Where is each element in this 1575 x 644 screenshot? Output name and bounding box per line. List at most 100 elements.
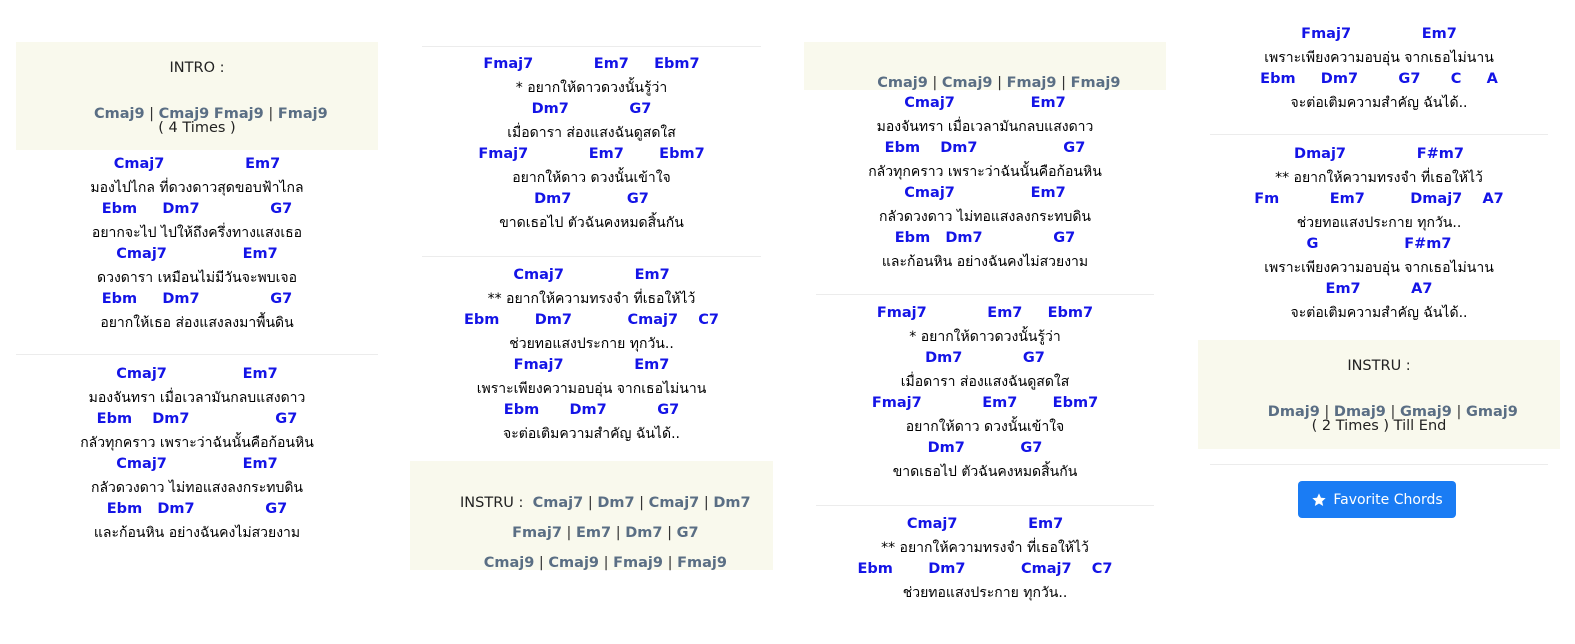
lyric-line: อยากให้ดาว ดวงนั้นเข้าใจ <box>512 170 671 186</box>
chord[interactable]: Fmaj9 <box>613 555 663 571</box>
lyric-line: ช่วยทอแสงประกาย ทุกวัน.. <box>509 336 674 352</box>
verse-1: Cmaj7 Em7 มองไปไกล ที่ดวงดาวสุดขอบฟ้าไกล… <box>16 150 378 340</box>
chord-line[interactable]: Cmaj7 Em7 <box>116 456 278 472</box>
chorus-2-end: Fmaj7 Em7 เพราะเพียงความอบอุ่น จากเธอไม่… <box>1198 20 1560 120</box>
instru-row-2: Fmaj7 | Em7 | Dm7 | G7 <box>512 525 699 541</box>
chord-line[interactable]: Ebm Dm7 G7 <box>106 501 288 517</box>
chord-line[interactable]: Fmaj7 Em7 Ebm7 <box>871 395 1099 411</box>
chord[interactable]: Fmaj9 <box>213 106 264 122</box>
section-divider <box>816 294 1154 295</box>
pre-chorus-1: Fmaj7 Em7 Ebm7 * อยากให้ดาวดวงนั้นรู้ว่า… <box>410 50 773 240</box>
chord[interactable]: Dm7 <box>625 525 663 541</box>
chord[interactable]: Fmaj9 <box>1006 75 1057 91</box>
chord-line[interactable]: Cmaj7 Em7 <box>904 95 1066 111</box>
chord-line[interactable]: Fmaj7 Em7 <box>1301 26 1457 42</box>
chord[interactable]: Cmaj9 <box>877 75 928 91</box>
chord-line[interactable]: Cmaj7 Em7 <box>513 267 670 283</box>
chord-line[interactable]: Fmaj7 Em7 <box>513 357 670 373</box>
chord-line[interactable]: Cmaj7 Em7 <box>904 185 1066 201</box>
chord[interactable]: Em7 <box>576 525 612 541</box>
lyric-line: จะต่อเติมความสำคัญ ฉันได้.. <box>1290 305 1468 321</box>
lyric-line: กลัวดวงดาว ไม่ทอแสงลงกระทบดิน <box>879 209 1091 225</box>
section-divider <box>16 354 378 355</box>
chord[interactable]: Gmaj9 <box>1400 404 1452 420</box>
chord-line[interactable]: Dm7 G7 <box>925 350 1045 366</box>
chord[interactable]: Cmaj9 <box>548 555 600 571</box>
lyric-line: กลัวทุกคราว เพราะว่าฉันนั้นคือก้อนหิน <box>868 164 1102 180</box>
instru-progression: Dmaj9 | Dmaj9 | Gmaj9 | Gmaj9 <box>1267 404 1518 420</box>
chord-line[interactable]: Em7 A7 <box>1325 281 1433 297</box>
verse-2: Cmaj7 Em7 มองจันทรา เมื่อเวลามันกลบแสงดา… <box>16 360 378 550</box>
chord-line[interactable]: Ebm Dm7 G7 <box>101 201 293 217</box>
chord-line[interactable]: Ebm Dm7 G7 <box>96 411 298 427</box>
chord-line[interactable]: Fmaj7 Em7 Ebm7 <box>483 56 700 72</box>
chord-line[interactable]: G F#m7 <box>1306 236 1452 252</box>
chord-line[interactable]: Dmaj7 F#m7 <box>1294 146 1464 162</box>
column-2: Fmaj7 Em7 Ebm7 * อยากให้ดาวดวงนั้นรู้ว่า… <box>410 0 773 644</box>
chord-line[interactable]: Ebm Dm7 G7 C A <box>1260 71 1498 87</box>
instru-label: INSTRU : <box>1347 358 1411 374</box>
pre-chorus-2: Fmaj7 Em7 Ebm7 * อยากให้ดาวดวงนั้นรู้ว่า… <box>804 299 1166 489</box>
chord-line[interactable]: Dm7 G7 <box>531 101 652 117</box>
chord[interactable]: Cmaj9 <box>483 555 535 571</box>
chord-line[interactable]: Ebm Dm7 Cmaj7 C7 <box>857 561 1113 577</box>
chord-line[interactable]: Cmaj7 Em7 <box>116 366 278 382</box>
chord[interactable]: Dm7 <box>713 495 751 511</box>
lyric-line: ช่วยทอแสงประกาย ทุกวัน.. <box>1296 215 1462 231</box>
column-1: INTRO : Cmaj9 | Cmaj9 Fmaj9 | Fmaj9 ( 4 … <box>16 0 378 644</box>
lyric-line: ขาดเธอไป ตัวฉันคงหมดสิ้นกัน <box>499 215 684 231</box>
chord-line[interactable]: Ebm Dm7 G7 <box>101 291 293 307</box>
chord-line[interactable]: Fm Em7 Dmaj7 A7 <box>1254 191 1504 207</box>
chord[interactable]: Fmaj9 <box>677 555 727 571</box>
section-divider <box>1210 464 1548 465</box>
lyric-line: มองไปไกล ที่ดวงดาวสุดขอบฟ้าไกล <box>90 180 304 196</box>
verse-2-repeat: Cmaj7 Em7 มองจันทรา เมื่อเวลามันกลบแสงดา… <box>804 89 1166 279</box>
chord-line[interactable]: Ebm Dm7 G7 <box>503 402 680 418</box>
chord[interactable]: Dm7 <box>597 495 635 511</box>
lyric-line: เมื่อดารา ส่องแสงฉันดูสดใส <box>507 125 676 141</box>
chord[interactable]: Gmaj9 <box>1465 404 1518 420</box>
section-divider <box>422 46 761 47</box>
chord-line[interactable]: Cmaj7 Em7 <box>116 246 278 262</box>
lyric-line: เมื่อดารา ส่องแสงฉันดูสดใส <box>900 374 1070 390</box>
intro-box: INTRO : Cmaj9 | Cmaj9 Fmaj9 | Fmaj9 ( 4 … <box>16 42 378 150</box>
chord-line[interactable]: Ebm Dm7 G7 <box>894 230 1076 246</box>
chord-line[interactable]: Fmaj7 Em7 Ebm7 <box>876 305 1094 321</box>
lyric-line: เพราะเพียงความอบอุ่น จากเธอไม่นาน <box>476 381 707 397</box>
intro-progression: Cmaj9 | Cmaj9 | Fmaj9 | Fmaj9 <box>877 75 1121 91</box>
chord[interactable]: Cmaj9 <box>941 75 993 91</box>
chord[interactable]: Dmaj9 <box>1333 404 1386 420</box>
chord-line[interactable]: Ebm Dm7 Cmaj7 C7 <box>463 312 719 328</box>
section-divider <box>1210 134 1548 135</box>
chord[interactable]: Cmaj9 <box>158 106 210 122</box>
chord[interactable]: Dmaj9 <box>1267 404 1320 420</box>
chord[interactable]: G7 <box>676 525 699 541</box>
chord[interactable]: Cmaj7 <box>532 495 584 511</box>
chord-line[interactable]: Cmaj7 Em7 <box>906 516 1064 532</box>
section-divider <box>816 505 1154 506</box>
instru-box: INSTRU : Cmaj7 | Dm7 | Cmaj7 | Dm7 Fmaj7… <box>410 461 773 571</box>
chord-line[interactable]: Cmaj7 Em7 <box>113 156 281 172</box>
chord[interactable]: Cmaj9 <box>93 106 145 122</box>
lyric-line: กลัวทุกคราว เพราะว่าฉันนั้นคือก้อนหิน <box>80 435 314 451</box>
chord-line[interactable]: Ebm Dm7 G7 <box>884 140 1086 156</box>
column-3: Cmaj9 | Cmaj9 | Fmaj9 | Fmaj9 Cmaj7 Em7 … <box>804 0 1166 644</box>
lyric-line: เพราะเพียงความอบอุ่น จากเธอไม่นาน <box>1264 260 1494 276</box>
chord[interactable]: Cmaj7 <box>648 495 700 511</box>
chorus-1: Cmaj7 Em7 ** อยากให้ความทรงจำ ที่เธอให้ไ… <box>410 261 773 451</box>
chord[interactable]: Fmaj7 <box>512 525 562 541</box>
lyric-line: อยากให้ดาว ดวงนั้นเข้าใจ <box>905 419 1065 435</box>
chord[interactable]: Fmaj9 <box>277 106 328 122</box>
favorite-chords-button[interactable]: Favorite Chords <box>1298 481 1456 518</box>
chord-line[interactable]: Dm7 G7 <box>927 440 1043 456</box>
intro-repeat-box: Cmaj9 | Cmaj9 | Fmaj9 | Fmaj9 <box>804 42 1166 91</box>
lyric-line: ** อยากให้ความทรงจำ ที่เธอให้ไว้ <box>1275 170 1483 186</box>
lyric-line: มองจันทรา เมื่อเวลามันกลบแสงดาว <box>876 119 1094 135</box>
chord-line[interactable]: Dm7 G7 <box>534 191 649 207</box>
lyric-line: * อยากให้ดาวดวงนั้นรู้ว่า <box>515 80 668 96</box>
chord[interactable]: Fmaj9 <box>1070 75 1121 91</box>
instru-label: INSTRU : <box>460 495 524 511</box>
chord-line[interactable]: Fmaj7 Em7 Ebm7 <box>478 146 705 162</box>
lyric-line: จะต่อเติมความสำคัญ ฉันได้.. <box>1290 95 1468 111</box>
lyric-line: มองจันทรา เมื่อเวลามันกลบแสงดาว <box>88 390 306 406</box>
